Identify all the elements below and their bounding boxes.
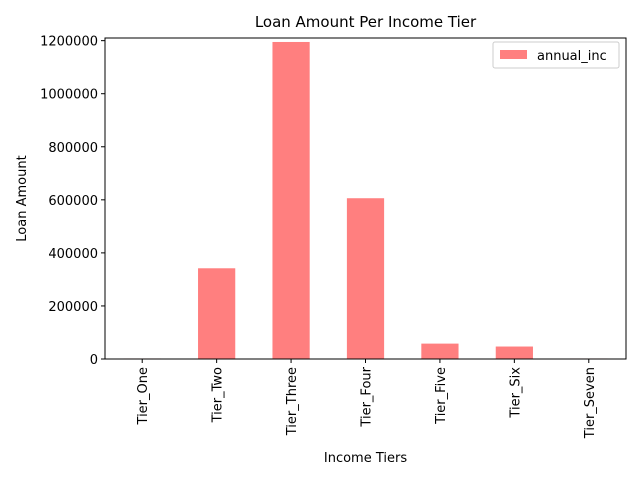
x-tick-label: Tier_Six bbox=[508, 367, 523, 419]
x-tick-label: Tier_Three bbox=[285, 367, 300, 436]
x-axis-ticks: Tier_One Tier_Two Tier_Three Tier_Four Tier_… bbox=[136, 359, 598, 439]
legend-box bbox=[492, 41, 620, 69]
x-tick-label: Tier_Four bbox=[360, 366, 375, 427]
bars-layer bbox=[123, 41, 608, 359]
y-axis-ticks: 0 200000 400000 600000 800000 1000000 1200000 bbox=[40, 35, 105, 368]
x-tick-label: Tier_One bbox=[136, 367, 151, 425]
chart-title: Loan Amount Per Income Tier bbox=[255, 13, 477, 31]
y-axis-title: Loan Amount bbox=[15, 155, 30, 241]
y-tick-label: 0 bbox=[90, 353, 98, 368]
y-tick-label: 1000000 bbox=[40, 88, 98, 103]
y-tick-label: 1200000 bbox=[40, 35, 98, 50]
bar-tier-two bbox=[198, 268, 236, 359]
y-tick-label: 800000 bbox=[48, 141, 98, 156]
y-tick-label: 200000 bbox=[48, 300, 98, 315]
x-axis-title: Income Tiers bbox=[324, 451, 407, 466]
x-tick-label: Tier_Seven bbox=[583, 367, 598, 439]
legend-label: annual_inc bbox=[537, 49, 607, 64]
bar-tier-four bbox=[346, 198, 385, 359]
legend: annual_inc bbox=[492, 41, 620, 69]
bar-tier-six bbox=[495, 346, 533, 359]
bar-tier-three bbox=[272, 41, 310, 359]
y-tick-label: 400000 bbox=[48, 247, 98, 262]
bar-tier-five bbox=[421, 343, 459, 359]
legend-swatch bbox=[500, 50, 527, 59]
y-tick-label: 600000 bbox=[48, 194, 98, 209]
x-tick-label: Tier_Five bbox=[434, 367, 449, 425]
x-tick-label: Tier_Two bbox=[211, 367, 226, 423]
